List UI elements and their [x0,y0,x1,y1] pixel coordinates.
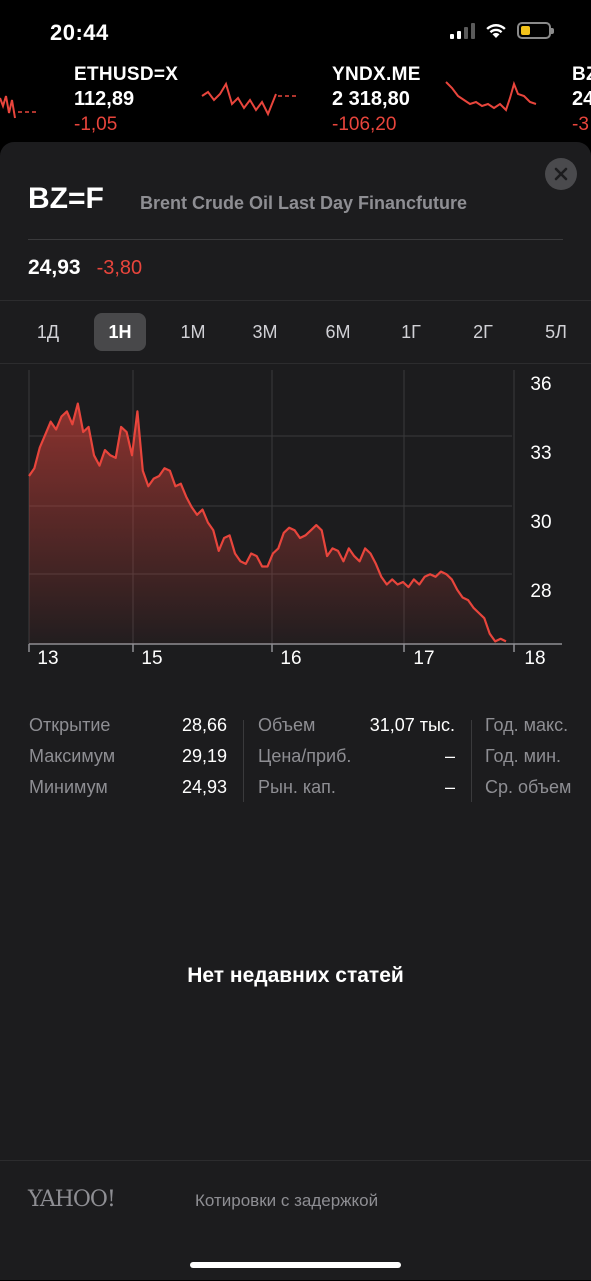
ticker-price: 2 318,80 [332,88,410,110]
ticker-symbol: ETHUSD=X [74,64,179,85]
stat-label-year-high: Год. макс. [485,715,569,735]
close-button[interactable] [545,158,577,190]
battery-icon [517,22,554,39]
y-tick-label: 33 [530,443,551,464]
stock-symbol: BZ=F [28,182,104,215]
x-tick-label: 17 [413,648,434,669]
range-1d[interactable]: 1Д [36,322,60,342]
yahoo-logo[interactable]: YAHOO! [28,1187,116,1212]
range-2y[interactable]: 2Г [473,322,493,342]
ticker-change: -1,05 [74,114,118,135]
range-6m[interactable]: 6М [325,322,351,342]
stat-label-year-low: Год. мин. [485,746,562,766]
status-time: 20:44 [50,20,109,45]
stats-divider [243,720,244,802]
status-icons [450,22,554,39]
stat-value-low: 24,93 [181,777,227,797]
range-selector: 1Д 1Н 1М 3М 6М 1Г 2Г 5Л [0,300,591,364]
stat-label-open: Открытие [29,715,111,735]
stat-value-high: 29,19 [181,746,227,766]
ticker-symbol: YNDX.ME [332,64,421,85]
range-3m[interactable]: 3М [252,322,278,342]
stat-label-volume: Объем [258,715,316,735]
ticker-price: 112,89 [74,88,135,110]
ticker-change: -3 [572,114,589,135]
range-5y[interactable]: 5Л [545,322,567,342]
stat-value-volume: 31,07 тыс. [369,715,455,735]
status-bar: 20:44 [0,0,591,62]
no-articles-text: Нет недавних статей [187,964,404,987]
y-tick-label: 30 [530,512,551,533]
ticker-symbol: BZ [572,64,591,85]
stat-label-pe: Цена/приб. [258,746,352,766]
stock-ticker[interactable]: ETHUSD=X 112,89 -1,05 YNDX.ME 2 318,80 -… [0,60,591,140]
y-tick-label: 28 [530,581,551,602]
stock-detail-sheet: BZ=F Brent Crude Oil Last Day Financfutu… [0,142,591,1280]
ticker-sparkline [0,95,38,119]
footer: YAHOO! Котировки с задержкой [0,1160,591,1281]
stock-name: Brent Crude Oil Last Day Financfuture [140,193,468,213]
x-tick-label: 15 [141,648,162,669]
stock-price: 24,93 [28,256,81,279]
stat-label-avg-volume: Ср. объем [485,777,572,797]
chart-area [29,403,506,644]
stat-value-pe: – [444,746,455,766]
x-tick-label: 16 [280,648,301,669]
stats-divider [471,720,472,802]
close-icon [554,167,568,181]
chart-line [28,402,507,643]
stat-label-mktcap: Рын. кап. [258,777,336,797]
stat-label-low: Минимум [29,777,108,797]
ticker-sparkline [445,80,537,112]
ticker-item[interactable]: YNDX.ME 2 318,80 -106,20 [332,64,421,136]
x-tick-label: 13 [37,648,58,669]
x-tick-label: 18 [524,648,545,669]
stat-value-mktcap: – [444,777,455,797]
y-tick-label: 36 [530,374,551,395]
ticker-item[interactable]: ETHUSD=X 112,89 -1,05 [74,64,178,136]
ticker-price: 24 [572,88,591,110]
stock-quote: 24,93 -3,80 [28,256,142,280]
range-1w[interactable]: 1Н [94,313,146,351]
ticker-change: -106,20 [332,114,397,135]
range-1y[interactable]: 1Г [401,322,421,342]
cellular-signal-icon [450,22,475,39]
ticker-item[interactable]: BZ 24 -3 [572,64,591,136]
stat-value-open: 28,66 [181,715,227,735]
delayed-quotes-text: Котировки с задержкой [195,1191,379,1210]
stock-change: -3,80 [96,257,143,279]
price-chart[interactable]: 36 33 30 28 13 15 16 17 18 [0,364,591,674]
header-divider [28,239,563,240]
wifi-icon [486,24,506,38]
range-1m[interactable]: 1М [180,322,206,342]
ticker-sparkline [201,81,296,117]
stat-label-high: Максимум [29,746,116,766]
home-indicator[interactable] [190,1262,401,1268]
stats-grid: Открытие 28,66 Максимум 29,19 Минимум 24… [0,710,591,810]
